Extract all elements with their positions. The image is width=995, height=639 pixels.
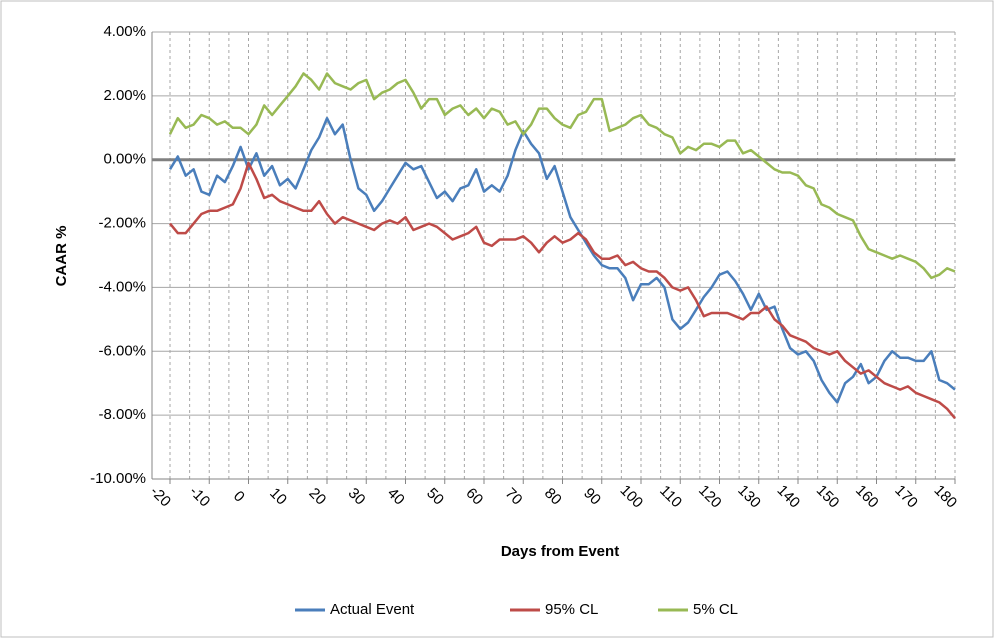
y-tick-label: -2.00% (98, 215, 146, 232)
y-tick-label: -10.00% (90, 470, 146, 487)
y-tick-label: -8.00% (98, 406, 146, 423)
series-line (168, 72, 956, 280)
series-line (169, 161, 956, 420)
y-tick-label: -4.00% (98, 278, 146, 295)
legend-label: 5% CL (693, 601, 738, 618)
y-tick-label: 0.00% (103, 151, 146, 168)
legend-label: 95% CL (545, 601, 598, 618)
x-axis-title: Days from Event (501, 543, 619, 560)
legend-label: Actual Event (330, 601, 415, 618)
y-tick-label: -6.00% (98, 342, 146, 359)
y-tick-label: 2.00% (103, 87, 146, 104)
y-axis-title: CAAR % (53, 226, 70, 287)
y-tick-label: 4.00% (103, 23, 146, 40)
series-line (168, 116, 956, 404)
